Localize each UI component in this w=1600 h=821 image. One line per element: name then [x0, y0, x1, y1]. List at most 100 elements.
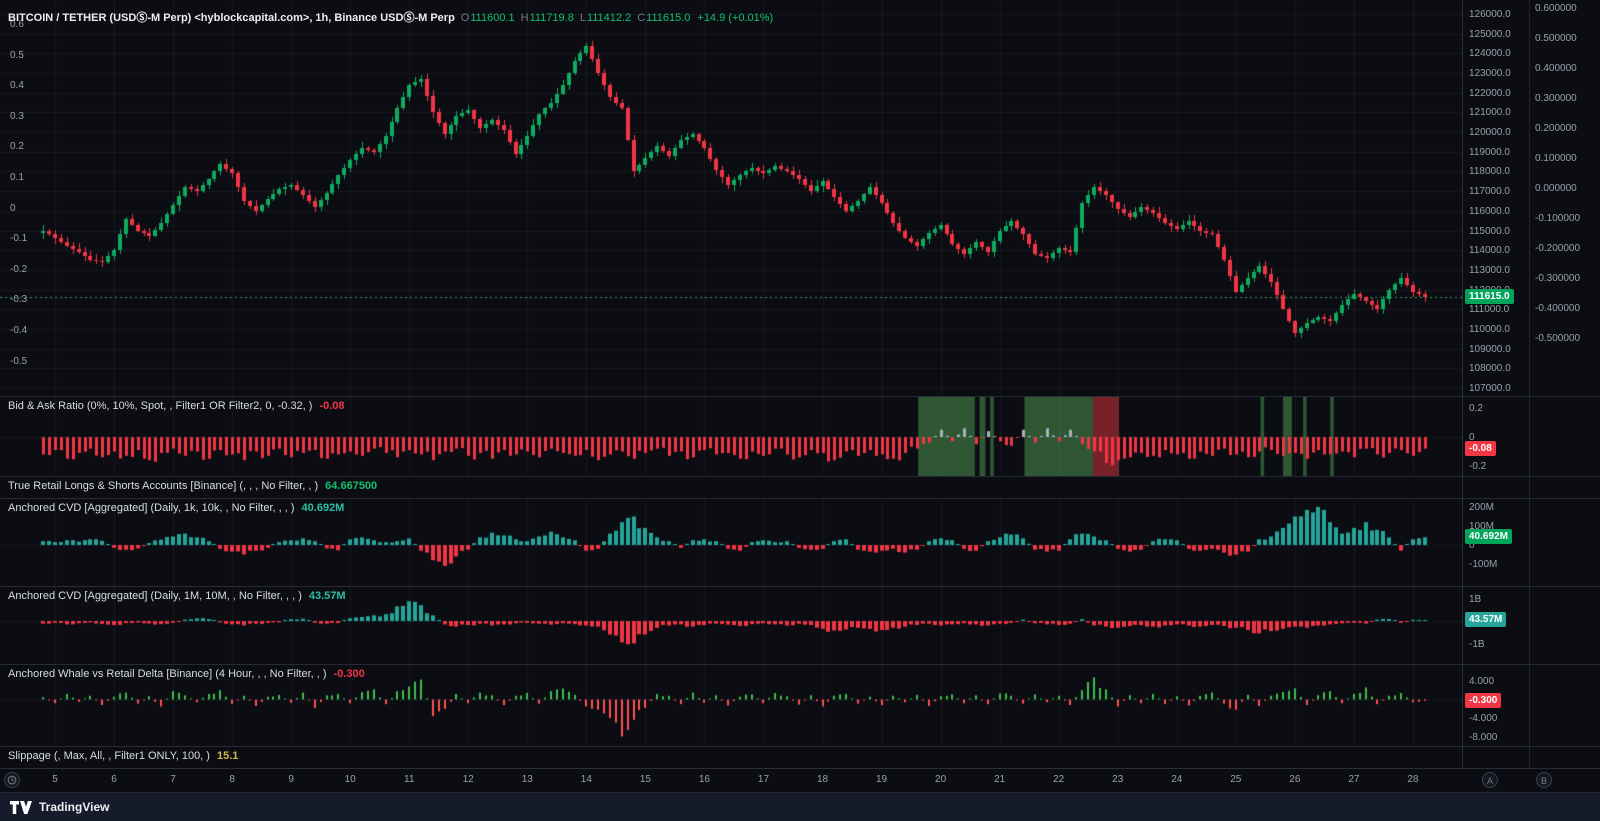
pane-divider[interactable]: [0, 498, 1600, 499]
time-axis-label: 5: [52, 774, 58, 785]
low-value: 111412.2: [586, 12, 632, 24]
pane-divider[interactable]: [0, 396, 1600, 397]
price-tick-label: 115000.0: [1469, 225, 1510, 237]
anchored-cvd-1k-title: Anchored CVD [Aggregated] (Daily, 1k, 10…: [8, 502, 295, 514]
price-tick-label: 109000.0: [1469, 343, 1511, 355]
price-tick-label: 126000.0: [1469, 9, 1511, 21]
cvd2-tick-label: -1B: [1469, 638, 1485, 650]
main-symbol-legend[interactable]: BITCOIN / TETHER (USDⓈ-M Perp) <hyblockc…: [8, 9, 773, 25]
left-scale-tick-label: -0.5: [10, 355, 28, 367]
tradingview-logo-icon[interactable]: [10, 800, 32, 814]
pane-divider[interactable]: [0, 664, 1600, 665]
far-scale-tick-label: 0.100000: [1535, 153, 1577, 164]
slippage-legend[interactable]: Slippage (, Max, All, , Filter1 ONLY, 10…: [8, 750, 238, 762]
anchored-cvd-1m-value: 43.57M: [308, 590, 346, 602]
whale-retail-delta-canvas[interactable]: [0, 664, 1462, 746]
anchored-cvd-1k-legend[interactable]: Anchored CVD [Aggregated] (Daily, 1k, 10…: [8, 502, 344, 514]
price-tick-label: 124000.0: [1469, 48, 1511, 60]
last-price-badge: 111615.0: [1465, 289, 1514, 305]
whale-delta-value: -0.300: [333, 668, 365, 680]
cvd2-tick-label: 1B: [1469, 593, 1482, 605]
clock-icon: [7, 775, 17, 785]
bid-ask-ratio-value: -0.08: [319, 400, 345, 412]
far-scale-tick-label: -0.100000: [1535, 213, 1581, 224]
cvd1-tick-label: -100M: [1469, 559, 1498, 570]
time-axis-label: 28: [1407, 774, 1419, 785]
far-scale-tick-label: -0.500000: [1535, 333, 1581, 344]
bid-ask-ratio-canvas[interactable]: [0, 396, 1462, 476]
open-label: O: [460, 12, 470, 24]
time-axis-label: 24: [1171, 774, 1183, 785]
open-value: 111600.1: [470, 12, 515, 24]
time-axis-label: 27: [1348, 774, 1360, 785]
price-scale-column[interactable]: 126000.0 125000.0 124000.0 123000.0 122000.0…: [1462, 0, 1529, 768]
price-tick-label: 108000.0: [1469, 363, 1511, 375]
time-axis-label: 14: [580, 774, 592, 785]
cvd2-last-badge: 43.57M: [1465, 612, 1507, 628]
bid-ask-ratio-legend[interactable]: Bid & Ask Ratio (0%, 10%, Spot, , Filter…: [8, 400, 345, 412]
anchored-cvd-1m-canvas[interactable]: [0, 586, 1462, 664]
close-value: 111615.0: [646, 12, 691, 24]
time-axis-label: 23: [1112, 774, 1124, 785]
pane-divider[interactable]: [0, 586, 1600, 587]
time-axis-label: 25: [1230, 774, 1242, 785]
symbol-title[interactable]: BITCOIN / TETHER (USDⓈ-M Perp) <hyblockc…: [8, 12, 455, 24]
left-scale-tick-label: -0.1: [10, 233, 28, 245]
price-tick-label: 118000.0: [1469, 166, 1510, 178]
pane-divider[interactable]: [0, 746, 1600, 747]
whale-delta-legend[interactable]: Anchored Whale vs Retail Delta [Binance]…: [8, 668, 365, 680]
footer-bar: TradingView: [0, 792, 1600, 821]
main-candlestick-canvas[interactable]: [0, 0, 1462, 396]
high-label: H: [520, 12, 529, 24]
high-value: 111719.8: [529, 12, 574, 24]
close-label: C: [637, 12, 646, 24]
time-axis-label: 13: [521, 774, 533, 785]
price-tick-label: 116000.0: [1469, 205, 1510, 217]
anchored-cvd-1k-canvas[interactable]: [0, 498, 1462, 586]
bid-ask-tick-label: -0.2: [1469, 461, 1487, 472]
bid-ask-last-badge: -0.08: [1465, 440, 1496, 456]
time-axis-label: 6: [111, 774, 117, 785]
cvd1-tick-label: 100M: [1469, 521, 1495, 532]
time-axis-label: 12: [462, 774, 474, 785]
far-scale-tick-label: 0.600000: [1535, 3, 1577, 14]
price-tick-label: 107000.0: [1469, 383, 1511, 394]
left-indicator-scale[interactable]: 0.6 0.5 0.4 0.3 0.2 0.1 0 -0.1 -0.2 -0.3 -0.4 -0.5: [10, 0, 44, 396]
retail-accounts-legend[interactable]: True Retail Longs & Shorts Accounts [Bin…: [8, 480, 377, 492]
time-axis-label: 21: [994, 774, 1006, 785]
time-axis-label: 19: [875, 774, 888, 785]
scale-a-button[interactable]: A: [1482, 772, 1498, 788]
scale-b-button[interactable]: B: [1536, 772, 1552, 788]
far-scale-tick-label: 0.300000: [1535, 93, 1577, 104]
indicator-scale-column[interactable]: 0.600000 0.500000 0.400000 0.300000 0.200000…: [1529, 0, 1600, 768]
tradingview-brand[interactable]: TradingView: [39, 800, 110, 814]
time-axis-label: 18: [816, 774, 829, 785]
timezone-clock-button[interactable]: [4, 772, 20, 788]
time-axis-label: 16: [698, 774, 710, 785]
price-tick-label: 117000.0: [1469, 186, 1510, 198]
anchored-cvd-1k-value: 40.692M: [301, 502, 345, 514]
left-scale-tick-label: 0.6: [10, 19, 24, 30]
time-axis[interactable]: A B 5 6 7 8 9 10 11 12 13 14 15 16 17 18 19 20 21 22 23 24 2…: [0, 768, 1600, 793]
far-scale-tick-label: 0.000000: [1535, 183, 1577, 194]
anchored-cvd-1m-legend[interactable]: Anchored CVD [Aggregated] (Daily, 1M, 10…: [8, 590, 346, 602]
time-axis-label: 26: [1289, 774, 1301, 785]
price-tick-label: 119000.0: [1469, 146, 1510, 158]
price-tick-label: 111000.0: [1469, 304, 1510, 316]
price-tick-label: 110000.0: [1469, 323, 1510, 335]
pane-divider[interactable]: [0, 476, 1600, 477]
bid-ask-tick-label: 0.2: [1469, 403, 1483, 414]
time-axis-label: 11: [404, 774, 415, 785]
whale-tick-label: 4.000: [1469, 676, 1495, 687]
bid-ask-ratio-title: Bid & Ask Ratio (0%, 10%, Spot, , Filter…: [8, 400, 313, 412]
far-scale-tick-label: 0.500000: [1535, 33, 1577, 44]
chart-plot-area[interactable]: 0.6 0.5 0.4 0.3 0.2 0.1 0 -0.1 -0.2 -0.3 -0.4 -0.5 …: [0, 0, 1462, 768]
price-tick-label: 113000.0: [1469, 264, 1510, 276]
low-label: L: [579, 12, 586, 24]
far-scale-tick-label: -0.400000: [1535, 303, 1581, 314]
retail-accounts-title: True Retail Longs & Shorts Accounts [Bin…: [8, 480, 319, 492]
whale-tick-label: -8.000: [1469, 731, 1498, 743]
price-tick-label: 114000.0: [1469, 245, 1510, 257]
time-axis-label: 20: [935, 774, 947, 785]
left-scale-tick-label: 0.5: [10, 49, 24, 61]
